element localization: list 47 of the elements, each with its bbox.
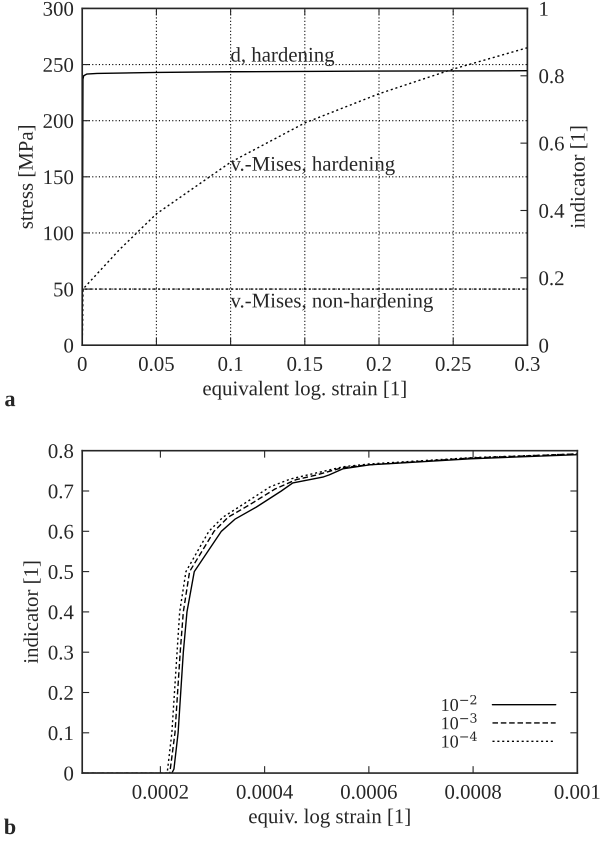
y-tick-label: 0.2 bbox=[48, 686, 73, 700]
x-tick-label: 0.0004 bbox=[236, 784, 293, 799]
y2-tick-label: 0.6 bbox=[539, 136, 564, 151]
x-tick-label: 0.3 bbox=[515, 356, 540, 372]
x-tick-label: 0.0002 bbox=[132, 784, 188, 799]
y-tick-label: 0.1 bbox=[48, 726, 73, 740]
legend-label: 10$^{−4}$ bbox=[442, 732, 477, 748]
y-tick-label: 200 bbox=[44, 114, 74, 128]
y2-tick-label: 0 bbox=[539, 338, 548, 353]
y-tick-label: 0.6 bbox=[48, 524, 74, 539]
x-tick-label: 0.1 bbox=[218, 356, 242, 372]
y-tick-label: 300 bbox=[44, 2, 74, 16]
y-tick-label: 0 bbox=[64, 766, 74, 781]
x-tick-label: 0.2 bbox=[366, 356, 391, 372]
legend-label: 10$^{−3}$ bbox=[442, 713, 477, 730]
y-tick-label: 0 bbox=[64, 338, 74, 353]
y2-tick-label: 1 bbox=[540, 2, 548, 16]
text: a bbox=[5, 396, 16, 406]
y-tick-label: 0.8 bbox=[48, 444, 74, 458]
y-tick-label: 0.7 bbox=[48, 484, 74, 499]
y-tick-label: 150 bbox=[44, 170, 74, 184]
y-axis-title: stress [MPa] bbox=[18, 126, 36, 228]
x-tick-label: 0.05 bbox=[138, 356, 174, 372]
y2-tick-label: 0.4 bbox=[539, 204, 564, 218]
annotation: v.-Mises, hardening bbox=[230, 156, 395, 176]
y-tick-label: 0.3 bbox=[48, 646, 74, 660]
legend-label: 10$^{−2}$ bbox=[442, 694, 476, 712]
x-tick-label: 0.0006 bbox=[341, 784, 397, 799]
x-tick-label: 0.0008 bbox=[445, 784, 501, 799]
y-tick-label: 0.5 bbox=[48, 564, 74, 580]
x-tick-label: 0 bbox=[78, 356, 87, 371]
x-tick-label: 0.15 bbox=[287, 356, 322, 372]
y2-tick-label: 0.8 bbox=[539, 69, 564, 84]
x-tick-label: 0.001 bbox=[554, 784, 600, 799]
y-tick-label: 0.4 bbox=[48, 605, 74, 620]
annotation: d, hardening bbox=[231, 47, 334, 66]
y-tick-label: 50 bbox=[54, 282, 74, 297]
annotation: v.-Mises, non-hardening bbox=[230, 292, 433, 312]
y2-tick-label: 0.2 bbox=[539, 271, 564, 286]
x-axis-title: equivalent log. strain [1] bbox=[203, 380, 406, 400]
y-axis-title: indicator [1] bbox=[23, 562, 41, 664]
x-tick-label: 0.25 bbox=[436, 356, 471, 372]
text: b bbox=[4, 818, 16, 834]
y-tick-label: 250 bbox=[44, 58, 74, 72]
x-axis-title: equiv. log strain [1] bbox=[249, 808, 410, 828]
y2-axis-title: indicator [1] bbox=[570, 126, 588, 228]
y-tick-label: 100 bbox=[44, 226, 74, 240]
